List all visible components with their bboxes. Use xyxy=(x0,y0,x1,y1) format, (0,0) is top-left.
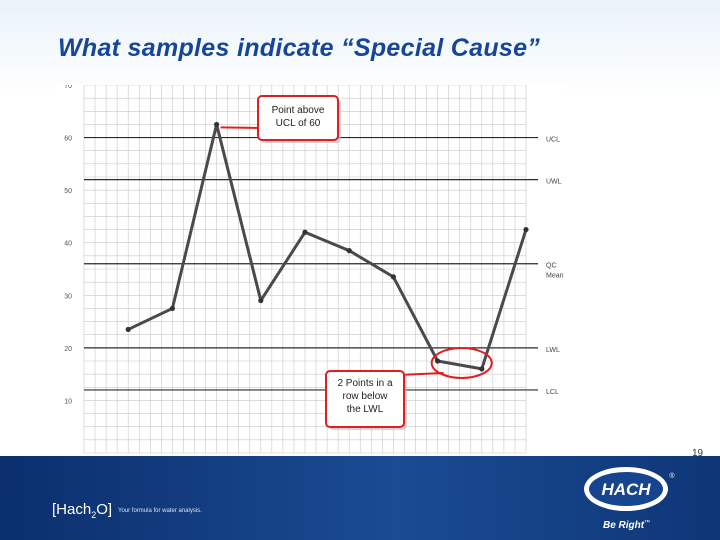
hach-logo-inner xyxy=(589,472,663,506)
y-tick-label: 20 xyxy=(64,346,72,353)
callout-box xyxy=(325,370,405,428)
brand-subscript: 2 xyxy=(91,510,97,520)
data-point xyxy=(435,358,441,364)
y-tick-label: 50 xyxy=(64,188,72,195)
hach-logo-text: HACH xyxy=(601,480,651,499)
callout-arrow xyxy=(397,371,444,376)
slogan-text: Be Right xyxy=(603,520,645,531)
y-tick-label: 60 xyxy=(64,136,72,143)
callout-text: row below xyxy=(342,391,388,402)
y-tick-label: 40 xyxy=(64,241,72,248)
callout-highlight-ellipse xyxy=(430,346,493,379)
data-point xyxy=(479,366,485,372)
callout-text: Point above xyxy=(272,105,325,116)
control-line-label: LCL xyxy=(546,389,559,396)
y-tick-label: 70 xyxy=(64,85,72,90)
control-line-label: Mean xyxy=(546,273,564,280)
hach-logo: HACH ® xyxy=(584,467,675,511)
slide-title: What samples indicate “Special Cause” xyxy=(58,34,541,62)
page-number: 19 xyxy=(692,448,704,459)
series-line xyxy=(127,122,528,371)
y-tick-label: 10 xyxy=(64,398,72,405)
data-point xyxy=(523,226,529,233)
data-point xyxy=(302,229,308,235)
callout-arrow xyxy=(220,126,262,129)
slogan: Be Right™ xyxy=(603,520,650,531)
slogan-tm: ™ xyxy=(644,520,651,526)
control-chart: UCLUWLQCMeanLWLLCL1020304050607012345678… xyxy=(56,85,564,485)
data-point xyxy=(169,305,175,312)
data-point xyxy=(346,248,352,254)
brand-suffix: O] xyxy=(96,501,113,518)
control-chart-svg: UCLUWLQCMeanLWLLCL1020304050607012345678… xyxy=(56,85,564,485)
control-line-label: UWL xyxy=(546,179,562,186)
callout-text: UCL of 60 xyxy=(276,118,321,129)
control-line-label: LWL xyxy=(546,347,560,354)
hach-logo-reg: ® xyxy=(669,472,675,480)
data-point xyxy=(214,121,220,128)
control-line-label: QC xyxy=(546,263,557,270)
data-point xyxy=(258,297,264,304)
brand-prefix: [Hach xyxy=(52,501,92,518)
data-point xyxy=(390,274,396,280)
chart-background xyxy=(56,85,564,485)
callout-text: the LWL xyxy=(347,404,384,415)
footer-bar: [Hach2O] Your formula for water analysis… xyxy=(0,456,720,540)
data-point xyxy=(125,326,131,333)
callout-box xyxy=(257,95,339,141)
callout-text: 2 Points in a xyxy=(337,378,392,389)
control-line-label: UCL xyxy=(546,137,560,144)
brand-tagline: Your formula for water analysis. xyxy=(118,508,202,514)
hach2o-brand: [Hach2O] xyxy=(52,501,113,520)
y-tick-label: 30 xyxy=(64,293,72,300)
